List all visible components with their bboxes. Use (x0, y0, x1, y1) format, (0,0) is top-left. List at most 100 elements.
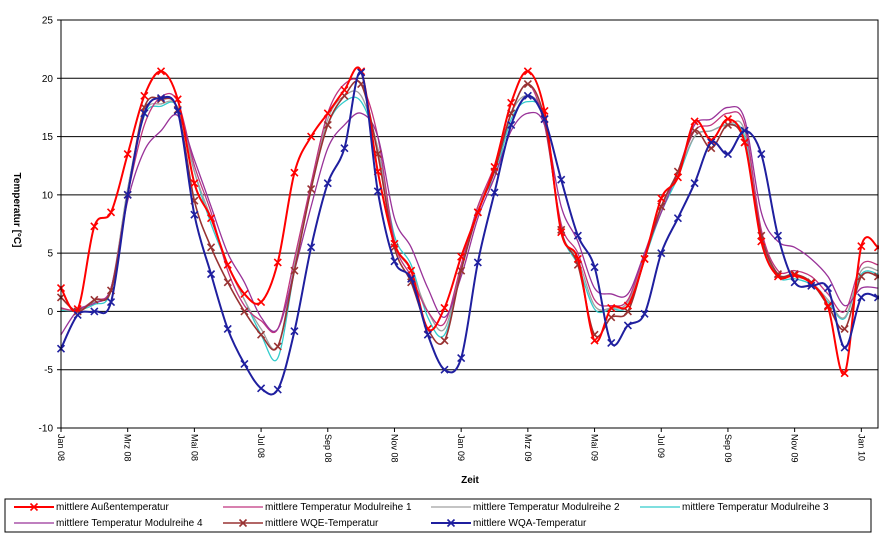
legend-swatch-marker (446, 518, 456, 528)
data-point-marker (390, 239, 399, 248)
legend-label: mittlere Temperatur Modulreihe 3 (682, 502, 829, 513)
data-point-marker (540, 115, 549, 124)
series-line (60, 66, 879, 376)
data-point-marker (823, 284, 833, 293)
data-point-marker (273, 258, 282, 267)
data-point-marker (457, 252, 466, 261)
legend-label: mittlere Temperatur Modulreihe 2 (473, 502, 620, 513)
legend-swatch-marker (238, 518, 248, 528)
y-tick-label: 20 (42, 74, 54, 85)
data-point-marker (223, 324, 232, 333)
legend-item: mittlere WQA-Temperatur (431, 518, 587, 529)
data-point-marker (607, 303, 616, 312)
data-point-marker (307, 132, 316, 141)
data-point-marker (206, 243, 216, 252)
data-point-marker (573, 254, 582, 264)
data-point-marker (857, 293, 866, 302)
data-point-marker (490, 188, 499, 197)
y-tick-label: 15 (42, 132, 54, 143)
data-point-marker (473, 208, 482, 217)
legend-item: mittlere WQE-Temperatur (223, 518, 379, 529)
data-point-marker (657, 194, 666, 203)
data-point-marker (773, 231, 783, 240)
data-point-marker (123, 190, 132, 199)
data-point-marker (523, 80, 532, 89)
data-point-marker (707, 138, 716, 147)
x-tick-label: Jan 08 (56, 434, 66, 461)
x-tick-label: Mai 09 (590, 434, 600, 461)
data-point-marker (90, 307, 99, 316)
data-point-marker (723, 120, 733, 129)
data-point-marker (623, 307, 632, 316)
data-point-marker (273, 342, 282, 351)
data-point-marker (290, 168, 299, 177)
data-point-marker (106, 208, 116, 217)
data-point-marker (657, 249, 666, 258)
series-line (60, 105, 879, 336)
y-tick-label: -5 (44, 365, 53, 376)
data-point-marker (73, 310, 82, 319)
data-point-marker (807, 281, 816, 290)
data-point-marker (240, 289, 249, 299)
data-point-marker (323, 120, 332, 129)
legend-box (4, 498, 872, 533)
legend-item: mittlere Temperatur Modulreihe 4 (14, 518, 203, 529)
data-point-marker (840, 369, 849, 378)
y-tick-label: 25 (42, 16, 54, 27)
data-point-marker (240, 359, 249, 368)
data-point-marker (773, 272, 783, 281)
series-7 (56, 68, 879, 396)
data-point-marker (690, 117, 699, 126)
data-point-marker (240, 307, 249, 316)
data-point-marker (507, 120, 516, 129)
data-point-marker (840, 343, 849, 352)
x-tick-label: Jan 10 (856, 434, 866, 461)
data-point-marker (740, 138, 749, 147)
data-point-marker (156, 94, 166, 103)
y-axis-title: Temperatur [°C] (11, 173, 22, 248)
data-point-marker (490, 162, 499, 171)
data-point-marker (257, 298, 266, 307)
series-5 (60, 105, 879, 336)
legend: mittlere Außentemperatur mittlere Tempera… (14, 502, 829, 529)
data-point-marker (156, 67, 166, 76)
data-point-marker (557, 175, 566, 184)
data-point-marker (206, 214, 216, 223)
plot-area-frame (60, 19, 879, 429)
x-tick-label: Jul 09 (656, 434, 666, 458)
legend-item: mittlere Temperatur Modulreihe 2 (431, 502, 620, 513)
data-point-marker (73, 305, 82, 314)
x-tick-label: Jul 08 (256, 434, 266, 458)
data-point-marker (223, 260, 232, 269)
y-tick-label: 5 (47, 249, 53, 260)
series-line (60, 78, 879, 334)
data-point-marker (340, 85, 349, 95)
data-point-marker (640, 309, 649, 318)
data-point-marker (273, 385, 282, 394)
data-point-marker (323, 179, 332, 188)
data-point-marker (523, 91, 532, 100)
data-point-marker (140, 109, 149, 118)
legend-item: mittlere Außentemperatur (14, 502, 169, 513)
data-point-marker (206, 270, 216, 279)
data-point-marker (573, 231, 582, 240)
legend-label: mittlere Temperatur Modulreihe 1 (265, 502, 412, 513)
data-point-marker (190, 210, 199, 219)
x-tick-label: Mrz 08 (123, 434, 133, 462)
data-point-marker (423, 330, 432, 339)
legend-item: mittlere Temperatur Modulreihe 3 (640, 502, 829, 513)
x-tick-label: Mrz 09 (523, 434, 533, 462)
data-point-marker (357, 68, 366, 77)
legend-label: mittlere Temperatur Modulreihe 4 (56, 518, 203, 529)
y-tick-label: 10 (42, 190, 54, 201)
data-point-marker (690, 179, 699, 188)
x-axis-ticks: Jan 08 Mrz 08 Mai 08 Jul 08 Sep 08 Nov 08 Jan … (56, 428, 866, 463)
data-point-marker (590, 263, 599, 272)
data-point-marker (223, 278, 232, 287)
data-point-marker (507, 98, 516, 107)
data-point-marker (823, 302, 833, 311)
data-point-marker (323, 109, 332, 118)
legend-label: mittlere WQE-Temperatur (265, 518, 379, 529)
data-point-marker (757, 237, 766, 246)
